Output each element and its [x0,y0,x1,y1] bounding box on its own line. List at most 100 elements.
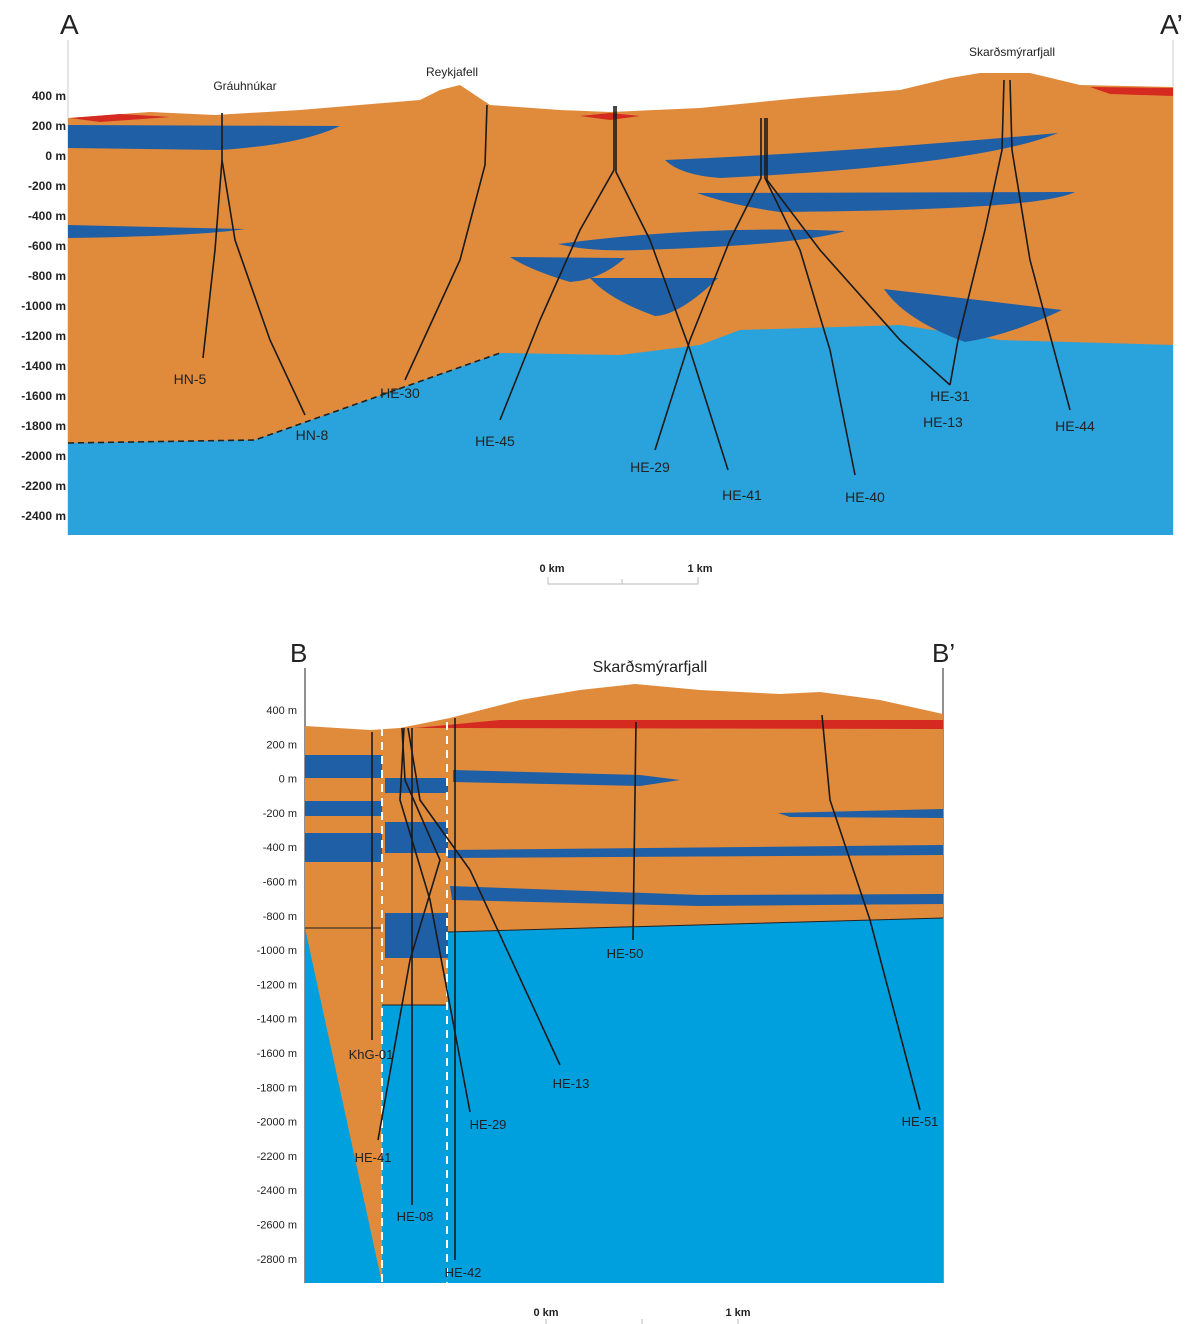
depth-label: 400 m [32,89,66,103]
depth-label: 0 m [45,149,66,163]
well-label: HE-29 [470,1117,507,1132]
depth-label: -1000 m [257,945,297,957]
basement [305,918,943,1283]
well-label: HE-42 [445,1265,482,1280]
well-path [1009,79,1071,411]
depth-label: -2400 m [257,1185,297,1197]
well-path [949,79,1005,386]
aquifer [68,125,340,150]
well-path [615,106,729,471]
well-label: HE-40 [845,489,885,505]
depth-label: -2400 m [21,509,66,523]
well-label: HE-13 [923,414,963,430]
depth-label: -1000 m [21,299,66,313]
well-path [221,159,306,416]
aquifer [68,225,245,238]
aquifer [778,809,943,818]
scale-label: 0 km [539,563,564,575]
aquifer [450,886,943,906]
depth-label: -600 m [263,877,297,889]
well-label: HE-30 [380,385,420,401]
aquifer [453,770,680,786]
aquifer [697,192,1075,212]
well-label: HE-45 [475,433,515,449]
well-label: HE-51 [902,1114,939,1129]
well-path [821,714,921,1111]
place-label: Skarðsmýrarfjall [593,659,708,676]
depth-label: 200 m [266,739,297,751]
aquifer [558,229,845,251]
well-path [764,118,856,476]
depth-label: -2000 m [257,1117,297,1129]
depth-label: -400 m [28,209,66,223]
well-label: HE-29 [630,459,670,475]
place-label: Gráuhnúkar [213,79,276,93]
well-label: HE-13 [553,1076,590,1091]
basement [68,325,1173,535]
place-label: Skarðsmýrarfjall [969,45,1055,59]
well-label: HE-41 [722,487,762,503]
wells [371,714,921,1260]
section-b [304,668,944,1324]
depth-label: -1800 m [257,1082,297,1094]
depth-label: -1400 m [21,359,66,373]
well-path [654,118,762,451]
section-a [67,40,1174,585]
red-layer [415,720,943,729]
well-label: HE-08 [397,1209,434,1224]
well-label: HE-44 [1055,418,1095,434]
well-path [377,727,441,1141]
red-layer [1090,87,1173,96]
well-label: HE-41 [355,1150,392,1165]
well-path [202,113,223,359]
aquifer [385,913,448,958]
well-path [407,727,561,1066]
aquifer [305,833,382,862]
well-label: KhG-01 [349,1047,394,1062]
depth-label: -1200 m [257,979,297,991]
well-path [766,118,951,386]
scale-bar [545,1319,739,1324]
section-end-label: A’ [1160,9,1183,40]
well-label: HN-8 [296,427,329,443]
depth-label: -2600 m [257,1220,297,1232]
aquifer [590,278,718,316]
well-path [632,721,637,941]
depth-label: 400 m [266,705,297,717]
depth-label: -200 m [28,179,66,193]
section-end-label: A [60,9,79,40]
aquifer [510,257,625,282]
depth-label: -1600 m [257,1048,297,1060]
depth-label: -400 m [263,842,297,854]
scale-label: 1 km [687,563,712,575]
aquifer [305,755,382,778]
well-label: HE-50 [607,946,644,961]
well-path [399,727,471,1113]
aquifer [385,822,448,853]
scale-label: 0 km [533,1307,558,1319]
aquifer [448,845,943,858]
aquifer [884,289,1062,342]
red-layer [580,113,640,120]
depth-label: -600 m [28,239,66,253]
depth-label: -1600 m [21,389,66,403]
depth-label: -2200 m [257,1151,297,1163]
well-path [499,106,615,421]
depth-label: -200 m [263,808,297,820]
wells [202,79,1071,476]
well-path [404,104,488,381]
place-label: Reykjafell [426,65,478,79]
section-end-label: B’ [932,638,955,668]
depth-label: -800 m [263,911,297,923]
depth-label: 200 m [32,119,66,133]
depth-label: -1800 m [21,419,66,433]
well-label: HE-31 [930,388,970,404]
scale-bar [547,577,699,585]
aquifer [665,133,1058,178]
depth-label: -800 m [28,269,66,283]
well-label: HN-5 [174,371,207,387]
depth-label: -1200 m [21,329,66,343]
red-layer [70,114,170,122]
section-end-label: B [290,638,307,668]
